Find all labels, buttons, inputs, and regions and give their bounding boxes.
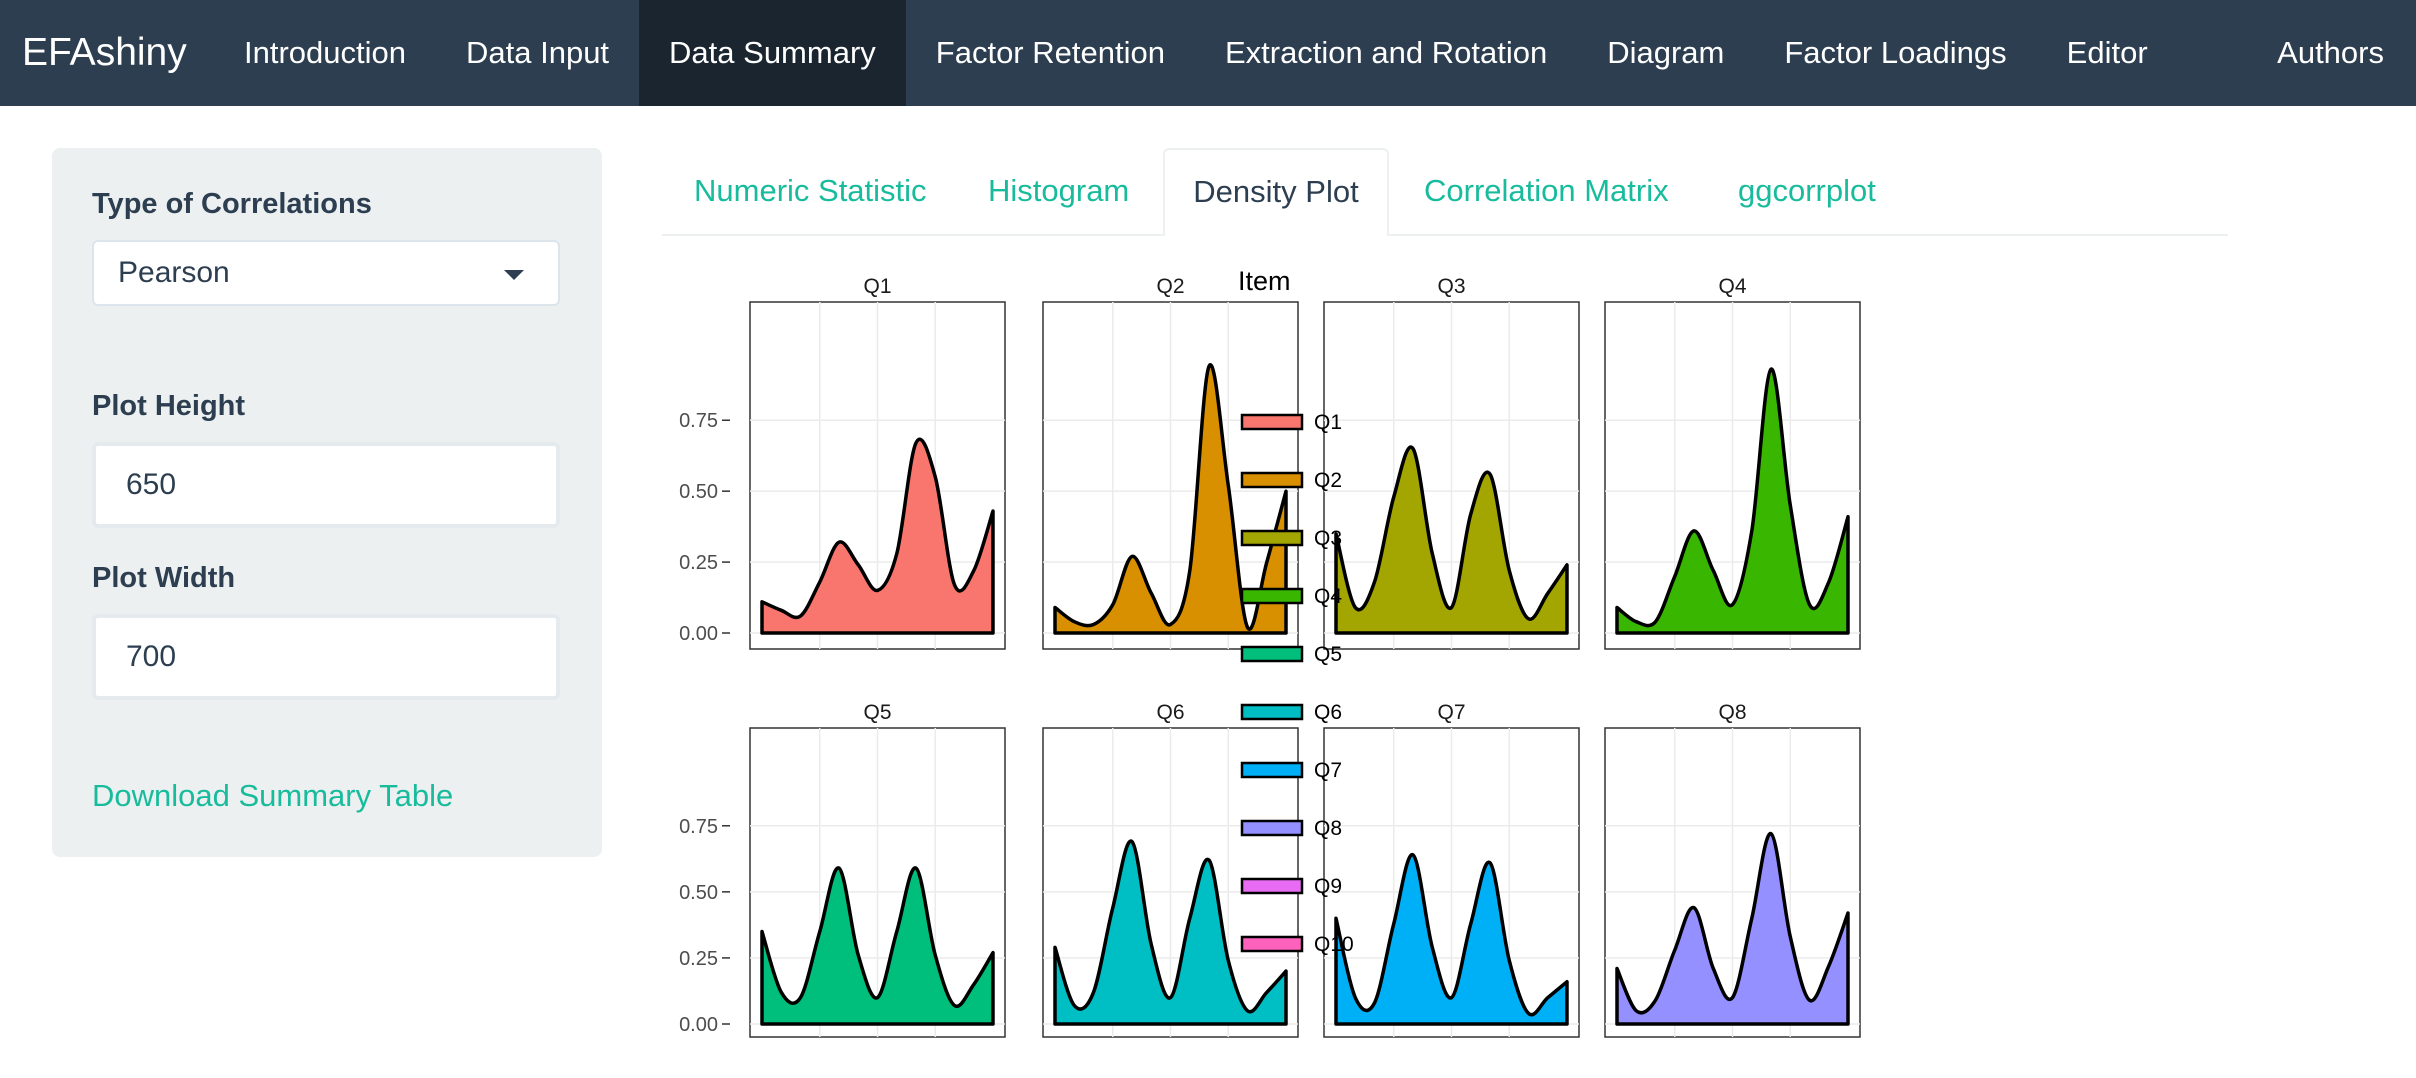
download-summary-link[interactable]: Download Summary Table (92, 778, 454, 813)
y-tick-label: 0.25 (679, 948, 718, 970)
panel-title: Q1 (863, 275, 891, 298)
tab-ggcorrplot[interactable]: ggcorrplot (1738, 173, 1876, 208)
plot-height-label: Plot Height (92, 390, 246, 422)
nav-item-introduction[interactable]: Introduction (244, 35, 406, 70)
nav-item-data-summary[interactable]: Data Summary (639, 0, 906, 106)
density-area-q4 (1615, 367, 1850, 635)
legend-key-q3 (1240, 529, 1304, 547)
tab-histogram[interactable]: Histogram (988, 173, 1130, 208)
legend-key-q1 (1240, 413, 1304, 431)
legend-key-q4 (1240, 587, 1304, 605)
top-navbar: EFAshiny Introduction Data Input Data Summ… (0, 0, 2416, 106)
legend-label: Q8 (1314, 817, 1342, 840)
legend-key-q7 (1240, 761, 1304, 779)
y-tick-label: 0.00 (679, 1014, 718, 1036)
panel-title: Q2 (1156, 275, 1184, 298)
y-tick-label: 0.75 (679, 816, 718, 838)
panel-title: Q8 (1718, 701, 1746, 724)
legend-label: Q5 (1314, 643, 1342, 666)
y-tick-label: 0.50 (679, 481, 718, 503)
summary-tabs: Numeric Statistic Histogram Density Plot… (662, 148, 2228, 236)
caret-down-icon (504, 270, 524, 280)
correlation-type-select[interactable]: Pearson (92, 240, 560, 306)
legend-label: Q7 (1314, 759, 1342, 782)
plot-width-input[interactable] (92, 614, 560, 700)
density-area-q8 (1615, 831, 1850, 1026)
nav-item-extraction-and-rotation[interactable]: Extraction and Rotation (1224, 35, 1548, 70)
y-tick-label: 0.75 (679, 410, 718, 432)
density-area-q3 (1334, 445, 1569, 635)
legend-key-q10 (1240, 935, 1304, 953)
app-brand[interactable]: EFAshiny (22, 31, 187, 74)
density-plot: 0.00 0.25 0.50 0.75 0.00 0.25 0.50 0.75 Q1 Q2 Q3 Q4… (679, 266, 1861, 1038)
legend-label: Q6 (1314, 701, 1342, 724)
density-area-q2 (1053, 363, 1288, 635)
tab-numeric-statistic[interactable]: Numeric Statistic (694, 173, 927, 208)
legend-title: Item (1238, 266, 1291, 296)
y-tick-label: 0.25 (679, 552, 718, 574)
nav-item-factor-retention[interactable]: Factor Retention (935, 35, 1165, 70)
y-tick-label: 0.00 (679, 623, 718, 645)
plot-height-input[interactable] (92, 442, 560, 528)
legend-label: Q10 (1314, 933, 1354, 956)
tab-correlation-matrix[interactable]: Correlation Matrix (1424, 173, 1669, 208)
legend-key-q2 (1240, 471, 1304, 489)
nav-item-factor-loadings[interactable]: Factor Loadings (1784, 35, 2007, 70)
legend-key-q9 (1240, 877, 1304, 895)
density-area-q5 (760, 866, 995, 1026)
panel-title: Q3 (1437, 275, 1465, 298)
legend-label: Q3 (1314, 527, 1342, 550)
legend-key-q8 (1240, 819, 1304, 837)
panel-title: Q5 (863, 701, 891, 724)
tab-density-plot[interactable]: Density Plot (1163, 148, 1389, 236)
panel-title: Q4 (1718, 275, 1746, 298)
y-tick-label: 0.50 (679, 882, 718, 904)
density-area-q6 (1053, 839, 1288, 1026)
legend-key-q6 (1240, 703, 1304, 721)
legend-key-q5 (1240, 645, 1304, 663)
density-area-q7 (1334, 853, 1569, 1026)
density-area-q1 (760, 437, 995, 635)
legend-label: Q4 (1314, 585, 1342, 608)
sidebar-panel: Type of Correlations Pearson Plot Height… (52, 148, 602, 857)
nav-item-editor[interactable]: Editor (2066, 35, 2148, 70)
legend-label: Q1 (1314, 411, 1342, 434)
nav-item-diagram[interactable]: Diagram (1607, 35, 1725, 70)
panel-title: Q6 (1156, 701, 1184, 724)
legend-label: Q9 (1314, 875, 1342, 898)
panel-title: Q7 (1437, 701, 1465, 724)
correlation-type-label: Type of Correlations (92, 188, 372, 220)
nav-item-authors[interactable]: Authors (2277, 35, 2384, 70)
nav-menu: Introduction Data Input Data Summary Factor… (214, 0, 2178, 106)
nav-item-data-input[interactable]: Data Input (466, 35, 610, 70)
correlation-type-value: Pearson (118, 256, 230, 289)
plot-width-label: Plot Width (92, 562, 236, 594)
legend-label: Q2 (1314, 469, 1342, 492)
